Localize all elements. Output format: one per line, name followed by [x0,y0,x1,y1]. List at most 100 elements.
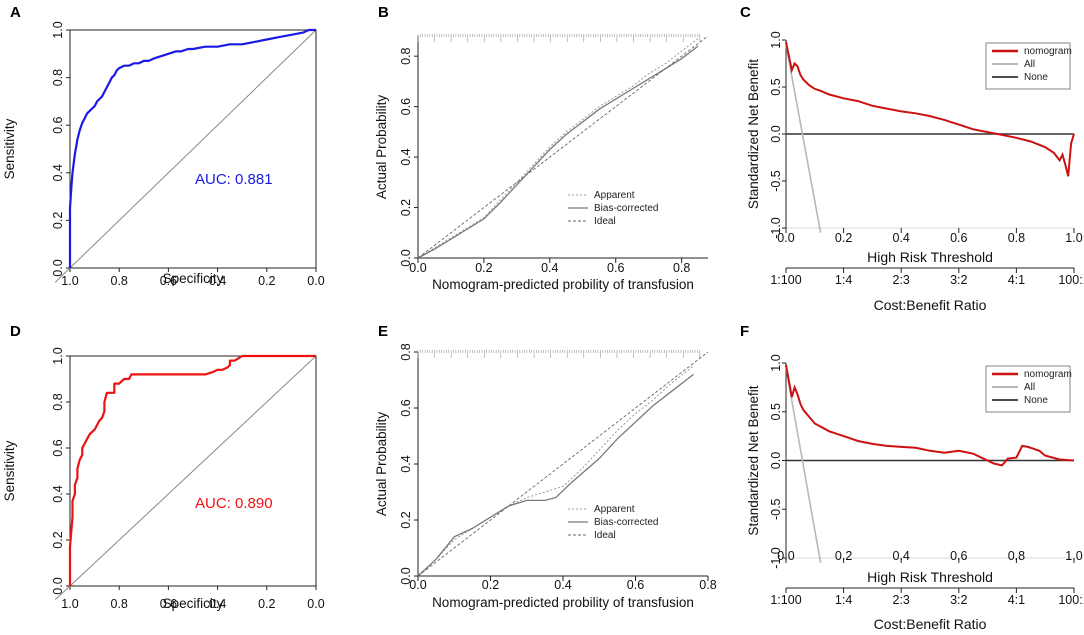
x-tick-label: 0.4 [893,231,910,245]
y-tick-label: 0.4 [399,148,413,165]
y-tick-label: 0.2 [399,199,413,216]
secondary-tick-label: 3:2 [950,273,967,287]
dca-line-nomogram [785,41,1075,177]
x-tick-label: 0.4 [893,549,910,563]
x-tick-label: 0.6 [160,597,177,611]
x-tick-label: 0.0 [307,274,324,288]
x-axis-label: Specificity [163,596,224,611]
y-axis-label: Actual Probability [374,95,389,200]
x-tick-label: 0.2 [475,261,492,275]
legend-label: nomogram [1024,46,1072,57]
y-tick-label: 0.2 [399,511,413,528]
y-tick-label: -1.0 [769,217,783,239]
panel-letter: C [740,4,751,21]
secondary-axis-label: Cost:Benefit Ratio [874,297,987,313]
secondary-tick-label: 100:1 [1058,273,1084,287]
x-tick-label: 0.2 [258,274,275,288]
panel-letter: B [378,4,389,21]
calibration-line-ideal [417,35,709,259]
dca-line-all [785,44,822,233]
y-tick-label: 0.0 [769,452,783,469]
secondary-tick-label: 1:4 [835,273,852,287]
y-tick-label: 0.6 [51,116,65,133]
x-tick-label: 0.6 [627,578,644,592]
y-tick-label: 0.5 [769,403,783,420]
calibration-line-bias-corrected [417,45,699,259]
y-tick-label: -0.5 [769,170,783,192]
x-tick-label: 0.0 [409,578,426,592]
secondary-tick-label: 2:3 [893,273,910,287]
y-tick-label: 0.5 [769,78,783,95]
roc-curve [68,354,316,586]
x-tick-label: 0.6 [607,261,624,275]
legend-label: Bias-corrected [594,517,658,528]
y-tick-label: 0.4 [399,455,413,472]
y-axis-label: Actual Probability [374,412,389,517]
reference-diagonal [54,29,317,283]
secondary-tick-label: 4:1 [1008,593,1025,607]
y-tick-label: 0.0 [769,125,783,142]
y-tick-label: -0.5 [769,498,783,520]
y-tick-label: 0.4 [51,485,65,502]
y-tick-label: 0.8 [399,343,413,360]
legend-label: None [1024,395,1048,406]
x-tick-label: 1.0 [61,597,78,611]
panel-f: F 0.0 0.2 0.4 0.6 0.8 1.0 -1.0 -0.5 0.0 0.5 1.0 High… [740,323,1084,632]
y-tick-label: 1.0 [51,347,65,364]
x-tick-label: 0.2 [835,549,852,563]
secondary-tick-label: 1:100 [770,593,801,607]
x-tick-label: 0.2 [482,578,499,592]
legend-label: Ideal [594,530,616,541]
x-tick-label: 1.0 [1065,549,1082,563]
auc-annotation: AUC: 0.881 [195,171,273,188]
dca-line-all [785,367,822,564]
y-tick-label: 1.0 [51,21,65,38]
panel-letter: A [10,4,21,21]
secondary-tick-label: 1:4 [835,593,852,607]
x-tick-label: 0.4 [209,597,226,611]
x-tick-label: 0.8 [111,274,128,288]
secondary-tick-label: 4:1 [1008,273,1025,287]
y-tick-label: 0.6 [399,98,413,115]
legend-label: Bias-corrected [594,203,658,214]
x-tick-label: 0.6 [160,274,177,288]
x-tick-label: 0.6 [950,231,967,245]
y-axis-label: Standardized Net Benefit [746,59,761,209]
rug-ticks [417,350,701,358]
calibration-line-ideal [417,351,709,577]
panel-e: E 0.0 0.2 0.4 0.6 0.8 0.0 0.2 0.4 0.6 0.8 Nomogram-… [374,323,717,610]
y-tick-label: 0.2 [51,531,65,548]
y-tick-label: 1.0 [769,354,783,371]
y-axis-label: Sensitivity [2,440,17,501]
dca-line-nomogram [785,364,1075,467]
x-axis-label: High Risk Threshold [867,249,993,265]
panel-letter: E [378,323,388,340]
x-axis-label: High Risk Threshold [867,569,993,585]
x-tick-label: 0.4 [209,274,226,288]
y-tick-label: 1.0 [769,31,783,48]
y-tick-label: 0.6 [51,439,65,456]
legend-label: All [1024,59,1035,70]
secondary-tick-label: 1:100 [770,273,801,287]
y-tick-label: 0.8 [399,47,413,64]
x-tick-label: 0.8 [111,597,128,611]
x-tick-label: 0.0 [777,231,794,245]
x-tick-label: 0.4 [554,578,571,592]
x-tick-label: 0.0 [307,597,324,611]
panel-c: C 0.0 0.2 0.4 0.6 0.8 1.0 -1.0 -0.5 0.0 0.5 1.0 High… [740,4,1084,313]
reference-diagonal [54,355,317,601]
y-tick-label: 0.0 [399,567,413,584]
calibration-line-bias-corrected [417,373,694,577]
secondary-tick-label: 2:3 [893,593,910,607]
rug-ticks [417,34,701,42]
x-tick-label: 0.2 [835,231,852,245]
x-tick-label: 0.8 [699,578,716,592]
roc-curve [68,28,316,268]
x-tick-label: 0.2 [258,597,275,611]
y-tick-label: -1.0 [769,547,783,569]
y-tick-label: 0.4 [51,164,65,181]
x-tick-label: 0.8 [673,261,690,275]
x-axis-label: Specificity [163,271,224,286]
calibration-line-apparent [417,38,699,259]
